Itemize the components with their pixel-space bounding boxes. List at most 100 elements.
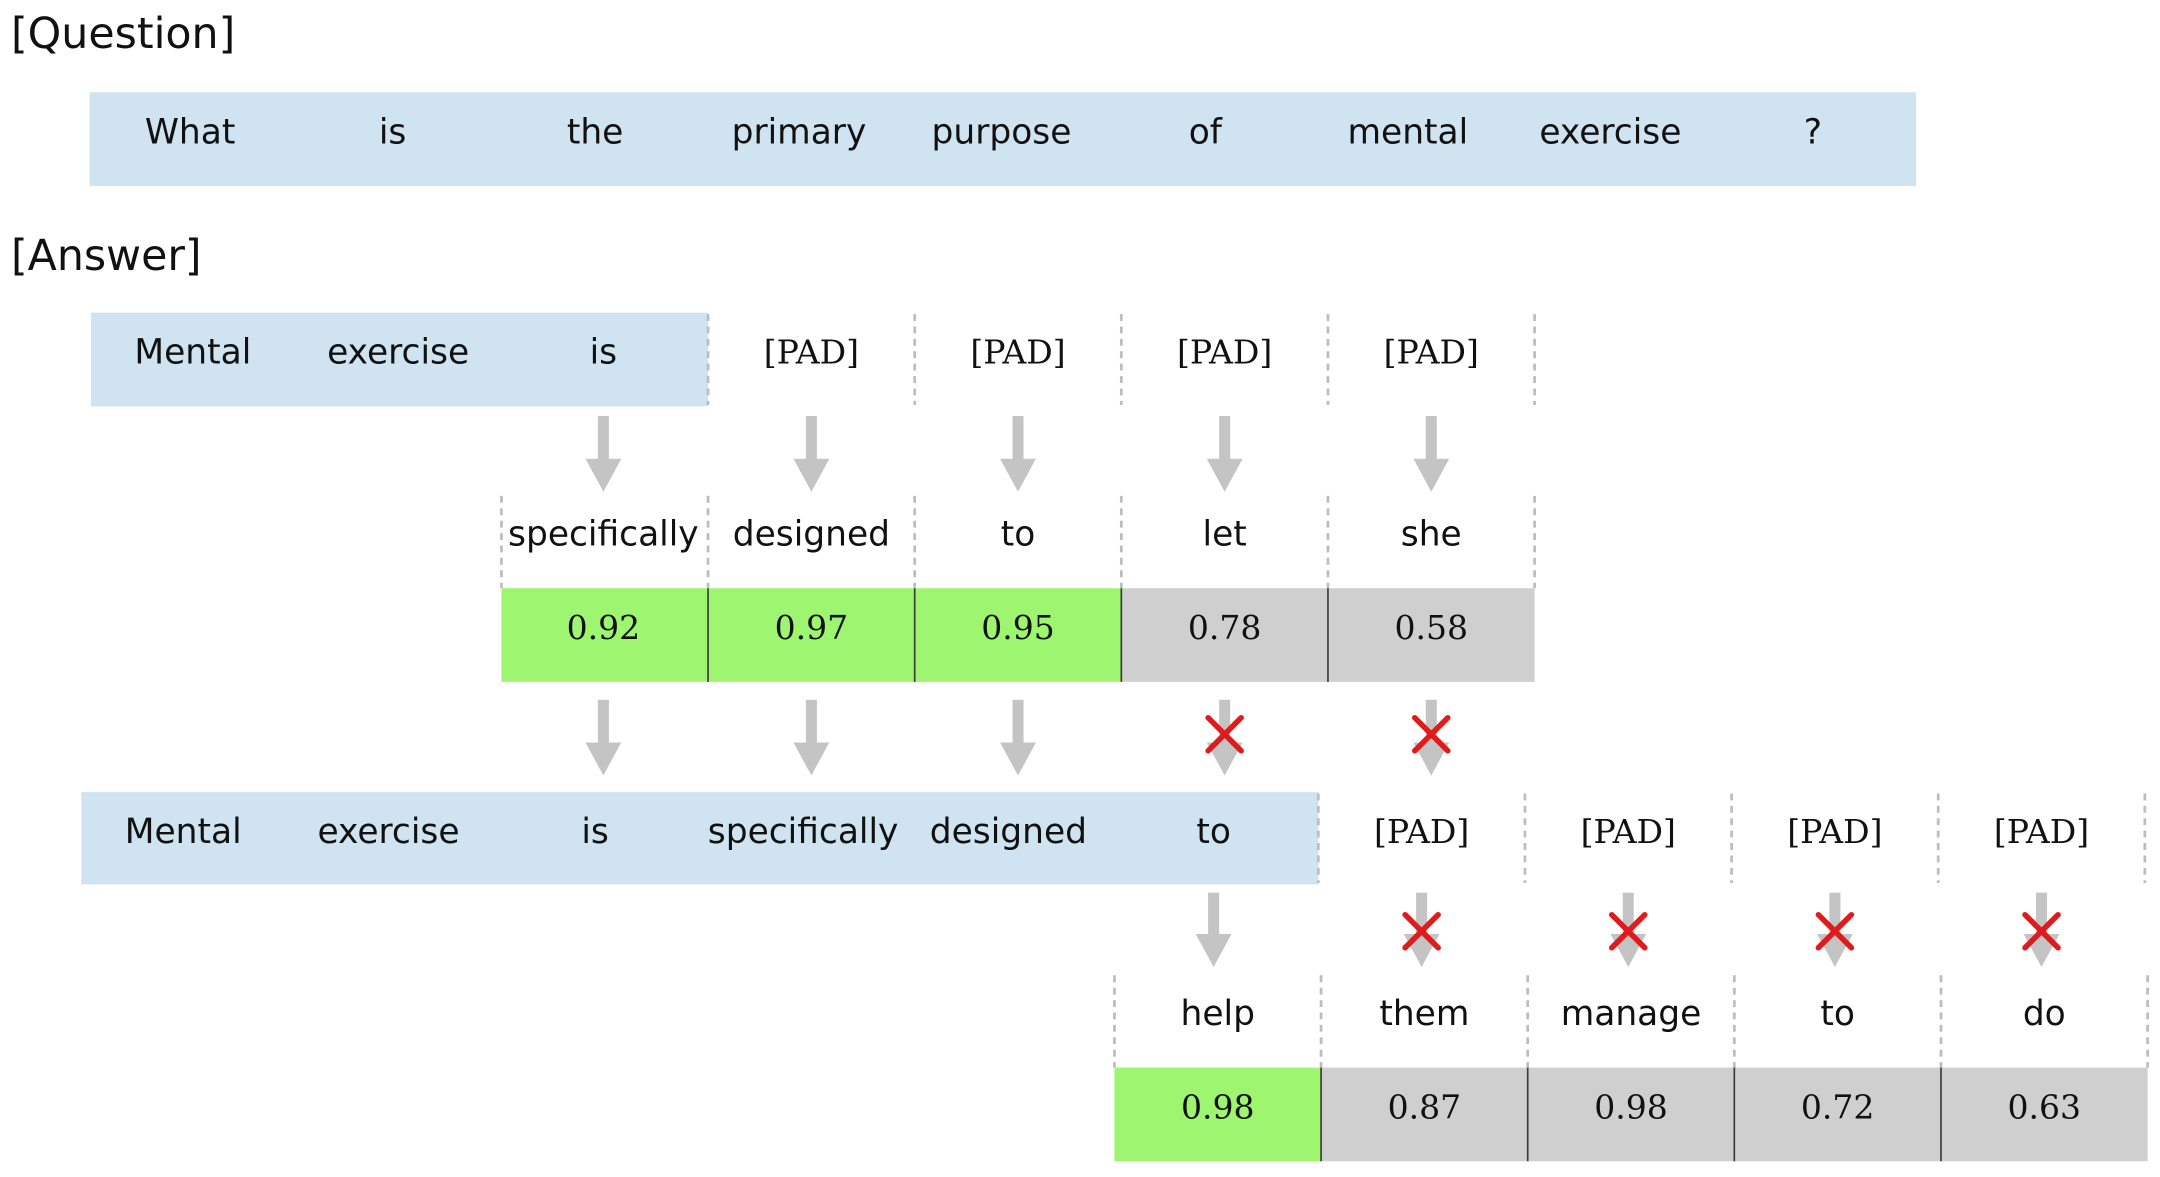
rejected-score-cell [1327, 588, 1535, 682]
step1-score: 0.78 [1188, 608, 1262, 647]
x-stroke [2022, 911, 2061, 951]
arrow-head [1000, 742, 1036, 776]
step2-score: 0.63 [2007, 1088, 2081, 1127]
arrow-head [793, 458, 830, 492]
arrow-shaft [1416, 892, 1428, 937]
step1-score: 0.58 [1394, 608, 1468, 647]
step1-score: 0.92 [567, 608, 641, 647]
reject-x-icon [2022, 911, 2061, 951]
arrow-head [1403, 933, 1440, 968]
question-tokens: What is the primary purpose of mental exercise? [145, 112, 1822, 152]
reject-x-icon [1205, 714, 1244, 754]
step2-group: Mental exercise is specifically designed to [P… [125, 793, 2149, 1162]
answer-heading: [Answer] [11, 231, 202, 281]
step1-prefix-token: is [590, 333, 618, 373]
question-token: of [1189, 112, 1223, 152]
question-token: primary [732, 112, 867, 152]
step2-pad-token: [PAD] [1374, 812, 1469, 851]
arrow-shaft [1425, 416, 1437, 462]
question-box [89, 92, 1917, 186]
rejected-score-cell [1121, 588, 1328, 682]
question-token: ? [1804, 112, 1822, 152]
down-arrow [585, 416, 622, 492]
step1-prefix-token: Mental [134, 333, 251, 373]
rejected-score-cell [1321, 1067, 1528, 1162]
arrow-head [1000, 458, 1036, 492]
step1-prefix-token: exercise [327, 333, 469, 373]
arrow-head [1413, 458, 1450, 492]
down-arrow [1206, 416, 1243, 492]
arrow-shaft [1012, 699, 1024, 746]
step2-pad-token: [PAD] [1581, 812, 1676, 851]
down-arrow [1195, 892, 1232, 968]
x-stroke [1402, 911, 1441, 951]
question-token: is [379, 112, 407, 152]
question-heading: [Question] [11, 9, 235, 59]
step2-pad-token: [PAD] [1994, 812, 2089, 851]
step2-score: 0.98 [1181, 1088, 1255, 1127]
step2-prefix-token: exercise [317, 812, 459, 852]
question-token: the [567, 112, 624, 152]
down-arrow [1206, 699, 1243, 776]
step2-predicted-token: to [1820, 994, 1855, 1034]
accepted-score-cell [914, 588, 1122, 682]
question-token: mental [1348, 112, 1469, 152]
rejected-score-cell [1527, 1067, 1735, 1162]
step2-score: 0.72 [1801, 1088, 1875, 1127]
arrow-shaft [1219, 699, 1231, 746]
arrow-head [1206, 458, 1243, 492]
step1-predicted-token: designed [733, 515, 890, 555]
step1-predicted-token: she [1401, 515, 1462, 555]
step1-pad-token: [PAD] [764, 333, 859, 372]
step2-score: 0.87 [1388, 1088, 1462, 1127]
step2-predicted-token: manage [1561, 994, 1702, 1034]
step1-predicted-token: specifically [508, 515, 699, 555]
x-stroke [1608, 911, 1648, 951]
question-token: exercise [1539, 112, 1681, 152]
arrow-shaft [597, 699, 609, 746]
reject-x-icon [1815, 911, 1855, 951]
arrow-shaft [1425, 699, 1437, 746]
step1-group: Mental exercise is [PAD] [PAD] [PAD] [PAD] spec… [134, 314, 1536, 776]
reject-x-icon [1402, 911, 1441, 951]
step1-predicted-token: to [1001, 515, 1036, 555]
arrow-head [585, 742, 622, 776]
down-arrow [1000, 416, 1036, 492]
question-token: purpose [932, 112, 1072, 152]
x-stroke [1411, 714, 1451, 754]
arrow-shaft [1012, 416, 1024, 462]
step2-predicted-token: them [1379, 994, 1469, 1034]
step2-prefix-token: is [581, 812, 609, 852]
down-arrow [793, 699, 830, 776]
arrow-head [1816, 933, 1853, 968]
step1-predicted-token: let [1203, 515, 1247, 555]
step2-pad-token: [PAD] [1787, 812, 1882, 851]
x-stroke [1205, 714, 1244, 754]
step2-score: 0.98 [1594, 1088, 1668, 1127]
down-arrow [1000, 699, 1036, 776]
rejected-score-cell [1734, 1067, 1941, 1162]
step1-score: 0.95 [981, 608, 1055, 647]
arrow-head [1610, 933, 1647, 968]
x-stroke [1815, 911, 1855, 951]
accepted-score-cell [1114, 1067, 1322, 1162]
arrow-head [585, 458, 622, 492]
arrow-head [1195, 933, 1232, 968]
arrow-shaft [2036, 892, 2048, 937]
step2-prefix-token: to [1196, 812, 1231, 852]
accepted-score-cell [501, 588, 709, 682]
step2-prefix-token: designed [930, 812, 1087, 852]
question-token: What [145, 112, 235, 152]
step1-pad-token: [PAD] [970, 333, 1065, 372]
down-arrow [585, 699, 622, 776]
down-arrow [1413, 699, 1450, 776]
arrow-head [1413, 742, 1450, 776]
arrow-shaft [805, 416, 817, 462]
step2-prefix-token: specifically [708, 812, 899, 852]
step1-pad-token: [PAD] [1384, 333, 1479, 372]
arrow-head [2023, 933, 2060, 968]
step1-score: 0.97 [775, 608, 849, 647]
arrow-head [1206, 742, 1243, 776]
